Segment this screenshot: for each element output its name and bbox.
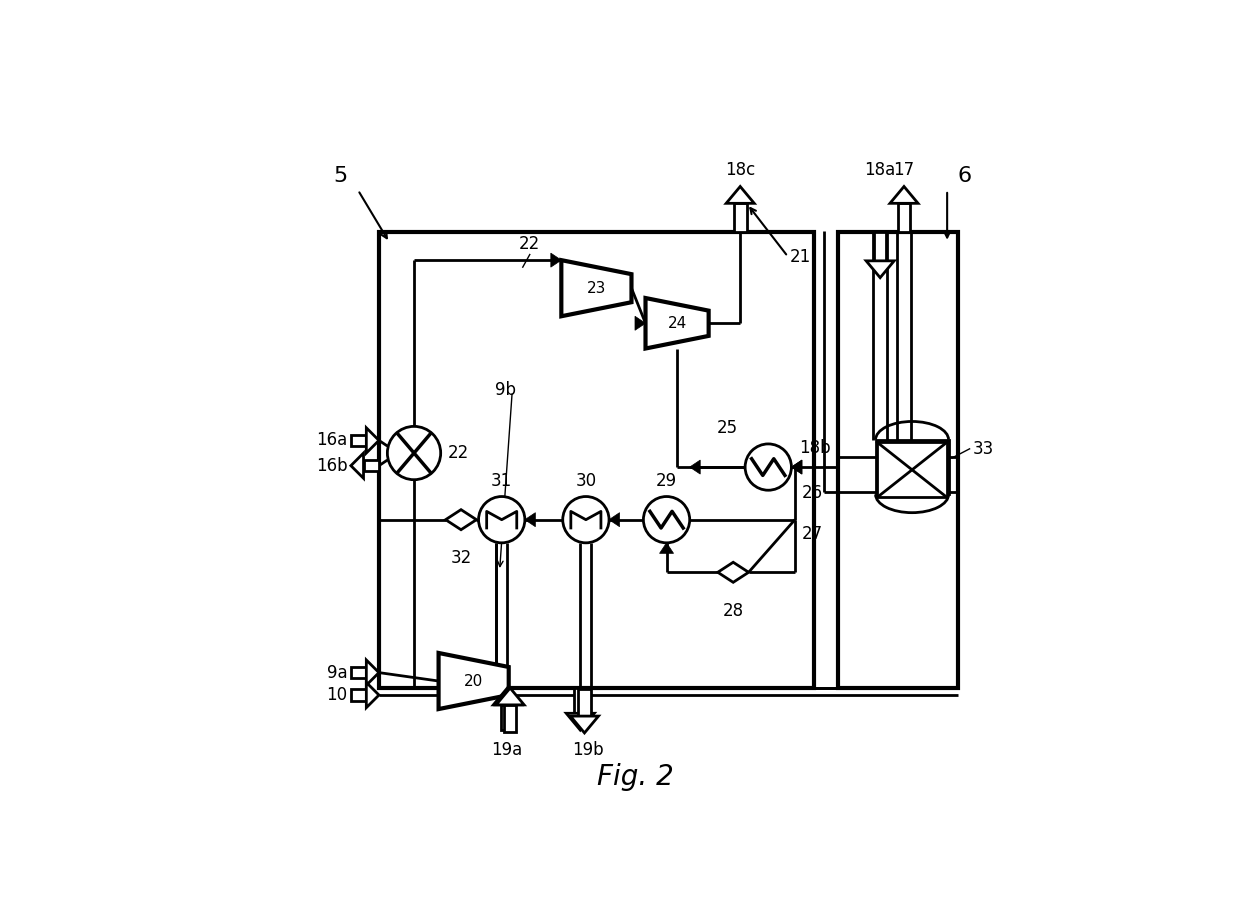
Polygon shape [579, 690, 591, 716]
Text: 27: 27 [802, 525, 823, 543]
Polygon shape [351, 690, 367, 701]
Text: 28: 28 [722, 602, 743, 619]
Polygon shape [525, 513, 535, 527]
Text: 22: 22 [519, 235, 540, 253]
Polygon shape [898, 203, 911, 232]
Polygon shape [733, 203, 747, 232]
Polygon shape [504, 705, 517, 732]
Text: 32: 32 [451, 549, 472, 568]
Polygon shape [493, 688, 522, 705]
Text: 18a: 18a [865, 161, 896, 179]
Polygon shape [866, 261, 895, 278]
Text: 30: 30 [575, 472, 596, 489]
Polygon shape [792, 460, 802, 474]
Text: Fig. 2: Fig. 2 [597, 763, 673, 791]
Polygon shape [659, 543, 674, 553]
Circle shape [643, 496, 690, 543]
Polygon shape [446, 509, 477, 529]
Text: 29: 29 [655, 472, 678, 489]
Polygon shape [726, 187, 755, 203]
Polygon shape [367, 428, 379, 453]
Polygon shape [890, 187, 918, 203]
Text: 10: 10 [326, 686, 347, 704]
Text: 24: 24 [668, 316, 686, 331]
Polygon shape [717, 562, 748, 582]
Text: 16a: 16a [316, 432, 347, 449]
Text: 9b: 9b [494, 381, 515, 399]
Polygon shape [351, 435, 367, 446]
Circle shape [745, 444, 792, 490]
Polygon shape [873, 232, 886, 261]
Polygon shape [566, 713, 595, 730]
Text: 31: 31 [491, 472, 513, 489]
Text: 6: 6 [958, 166, 971, 186]
Circle shape [563, 496, 610, 543]
Text: 19b: 19b [572, 741, 603, 759]
Text: 26: 26 [802, 485, 823, 502]
Text: 25: 25 [717, 419, 738, 437]
Text: 18b: 18b [799, 438, 830, 456]
Text: 21: 21 [789, 248, 810, 266]
Text: 16b: 16b [316, 456, 347, 475]
Text: 33: 33 [973, 440, 995, 458]
Polygon shape [690, 460, 700, 474]
Polygon shape [646, 298, 709, 349]
Text: 23: 23 [587, 281, 606, 296]
Polygon shape [439, 653, 509, 709]
Polygon shape [574, 688, 586, 713]
Polygon shape [570, 716, 598, 733]
Polygon shape [363, 460, 379, 471]
Polygon shape [351, 453, 363, 478]
Polygon shape [551, 253, 561, 267]
Polygon shape [367, 682, 379, 708]
Text: 5: 5 [333, 166, 347, 186]
Polygon shape [610, 513, 620, 527]
Bar [876, 440, 949, 495]
Text: 22: 22 [447, 444, 468, 462]
Polygon shape [792, 460, 802, 474]
Bar [379, 232, 814, 688]
Polygon shape [501, 705, 514, 730]
Text: 20: 20 [465, 673, 483, 689]
Polygon shape [367, 660, 379, 685]
Text: 9a: 9a [327, 663, 347, 681]
Circle shape [478, 496, 525, 543]
Polygon shape [561, 261, 632, 316]
Polygon shape [351, 667, 367, 678]
Polygon shape [496, 688, 524, 705]
Circle shape [388, 426, 441, 480]
Text: 18c: 18c [725, 161, 756, 179]
Text: 17: 17 [893, 161, 914, 179]
Polygon shape [634, 316, 646, 331]
Bar [839, 232, 958, 688]
Text: 19a: 19a [491, 741, 523, 759]
Bar [877, 443, 947, 497]
